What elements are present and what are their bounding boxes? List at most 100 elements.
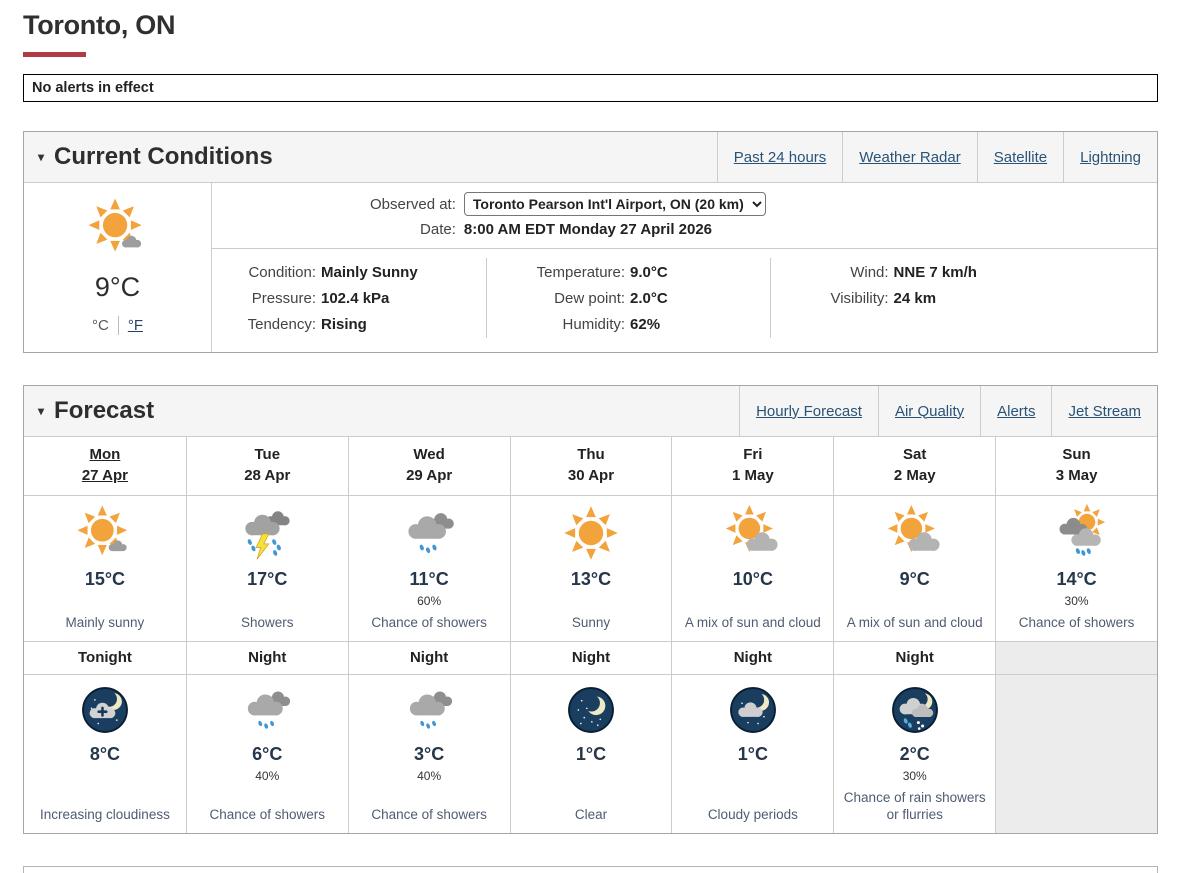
current-summary: 9°C °C °F [24, 183, 212, 352]
night-label: Night [833, 641, 996, 675]
forecast-panel: ▾ Forecast Hourly Forecast Air Quality A… [23, 385, 1158, 834]
forecast-night-label-row: Tonight Night Night Night Night Night [24, 641, 1157, 675]
conditions-detail-columns: Condition: Mainly Sunny Pressure: 102.4 kP… [212, 249, 1157, 352]
forecast-night-cell: 1°C Clear [509, 674, 672, 833]
forecast-day-cell: 9°C A mix of sun and cloud [833, 496, 996, 642]
forecast-day-cell: 11°C 60% Chance of showers [347, 496, 510, 642]
forecast-day-row: 15°C Mainly sunny 17°C Showers 11°C 60% … [24, 496, 1157, 642]
forecast-night-cell: 3°C 40% Chance of showers [347, 674, 510, 833]
day-header-wed: Wed 29 Apr [347, 437, 510, 496]
clear-night-icon [564, 683, 618, 742]
sun-and-cloud-icon [724, 504, 782, 567]
tendency-label: Tendency: [247, 316, 316, 333]
next-section-edge [23, 865, 1158, 873]
condition-column: Condition: Mainly Sunny Pressure: 102.4 kP… [212, 258, 486, 338]
chance-of-showers-icon [402, 683, 456, 742]
hourly-forecast-link[interactable]: Hourly Forecast [739, 386, 878, 436]
night-label: Night [509, 641, 672, 675]
alerts-link[interactable]: Alerts [980, 386, 1051, 436]
condition-value: Mainly Sunny [321, 264, 418, 281]
forecast-day-cell: 13°C Sunny [509, 496, 672, 642]
observed-at-label: Observed at: [370, 195, 456, 213]
night-label: Tonight [24, 642, 186, 675]
night-label: Night [671, 641, 834, 675]
lightning-link[interactable]: Lightning [1063, 132, 1157, 182]
humidity-label: Humidity: [562, 316, 626, 333]
current-conditions-panel: ▾ Current Conditions Past 24 hours Weath… [23, 131, 1158, 353]
forecast-day-cell: 15°C Mainly sunny [24, 496, 186, 642]
station-select[interactable]: Toronto Pearson Int'l Airport, ON (20 km… [463, 192, 766, 216]
temperature-column: Temperature: 9.0°C Dew point: 2.0°C Humidi… [486, 258, 770, 338]
chance-of-showers-icon [400, 504, 458, 567]
unit-toggle: °C °F [92, 316, 143, 335]
increasing-cloudiness-icon [78, 683, 132, 742]
current-conditions-title[interactable]: ▾ Current Conditions [38, 143, 273, 170]
weather-radar-link[interactable]: Weather Radar [842, 132, 976, 182]
cloudy-periods-icon [726, 683, 780, 742]
humidity-value: 62% [630, 316, 661, 333]
forecast-night-row: 8°C Increasing cloudiness 6°C 40% Chance… [24, 674, 1157, 833]
cloud-sun-rain-icon [1048, 503, 1106, 567]
title-accent-bar [23, 52, 86, 57]
forecast-links: Hourly Forecast Air Quality Alerts Jet S… [739, 386, 1157, 436]
date-label: Date: [420, 221, 456, 238]
forecast-day-header-row: Mon 27 Apr Tue 28 Apr Wed 29 Apr Thu 30 Apr… [24, 437, 1157, 496]
air-quality-link[interactable]: Air Quality [877, 386, 980, 436]
day-header-tue: Tue 28 Apr [185, 437, 348, 496]
observation-block: Observed at: Toronto Pearson Int'l Airpo… [212, 183, 1157, 249]
night-label-empty [995, 641, 1157, 675]
forecast-day-cell: 14°C 30% Chance of showers [995, 496, 1157, 642]
wind-value: NNE 7 km/h [893, 264, 977, 281]
day-header-sat: Sat 2 May [833, 437, 996, 496]
caret-down-icon: ▾ [38, 150, 45, 164]
sunny-icon [562, 504, 620, 567]
dew-point-value: 2.0°C [630, 290, 668, 307]
current-conditions-links: Past 24 hours Weather Radar Satellite Li… [716, 132, 1157, 182]
pressure-label: Pressure: [251, 290, 316, 307]
visibility-value: 24 km [893, 290, 937, 307]
forecast-night-cell: 1°C Cloudy periods [671, 674, 833, 833]
forecast-night-cell: 2°C 30% Chance of rain showers or flurri… [833, 674, 995, 833]
current-temperature: 9°C [94, 272, 141, 302]
temperature-value: 9.0°C [630, 264, 668, 281]
night-label: Night [185, 641, 348, 675]
visibility-label: Visibility: [830, 290, 889, 307]
forecast-empty-cell [995, 674, 1157, 833]
showers-icon [238, 504, 296, 567]
forecast-title[interactable]: ▾ Forecast [38, 397, 155, 424]
day-header-sun: Sun 3 May [995, 437, 1157, 496]
observation-date: 8:00 AM EDT Monday 27 April 2026 [463, 221, 713, 238]
chance-of-showers-icon [240, 683, 294, 742]
current-conditions-header: ▾ Current Conditions Past 24 hours Weath… [24, 132, 1157, 183]
wind-label: Wind: [850, 264, 889, 281]
unit-divider [117, 316, 119, 335]
forecast-night-cell: 8°C Increasing cloudiness [24, 675, 186, 833]
day-header-fri: Fri 1 May [671, 437, 834, 496]
pressure-value: 102.4 kPa [321, 290, 390, 307]
satellite-link[interactable]: Satellite [976, 132, 1063, 182]
current-conditions-body: 9°C °C °F Observed at: Toronto Pearson I… [24, 183, 1157, 352]
dew-point-label: Dew point: [554, 290, 626, 307]
forecast-day-cell: 10°C A mix of sun and cloud [671, 496, 834, 642]
wind-column: Wind: NNE 7 km/h Visibility: 24 km [769, 258, 1157, 338]
fahrenheit-link[interactable]: °F [127, 317, 143, 334]
alerts-banner[interactable]: No alerts in effect [23, 74, 1158, 102]
forecast-header: ▾ Forecast Hourly Forecast Air Quality A… [24, 386, 1157, 437]
condition-label: Condition: [248, 264, 316, 281]
caret-down-icon: ▾ [38, 404, 45, 418]
mainly-sunny-icon [87, 197, 149, 264]
day-header-mon: Mon 27 Apr [24, 437, 186, 496]
current-details: Observed at: Toronto Pearson Int'l Airpo… [212, 183, 1157, 352]
forecast-day-cell: 17°C Showers [185, 496, 348, 642]
page-title: Toronto, ON [23, 10, 176, 40]
mainly-sunny-icon [76, 504, 134, 567]
jet-stream-link[interactable]: Jet Stream [1051, 386, 1157, 436]
temperature-label: Temperature: [536, 264, 626, 281]
tendency-value: Rising [321, 316, 367, 333]
day-link-mon[interactable]: Mon 27 Apr [81, 446, 128, 484]
celsius-unit: °C [91, 317, 109, 334]
day-header-thu: Thu 30 Apr [509, 437, 672, 496]
past-24-hours-link[interactable]: Past 24 hours [716, 132, 843, 182]
sun-and-cloud-icon [886, 504, 944, 567]
forecast-night-cell: 6°C 40% Chance of showers [185, 674, 348, 833]
